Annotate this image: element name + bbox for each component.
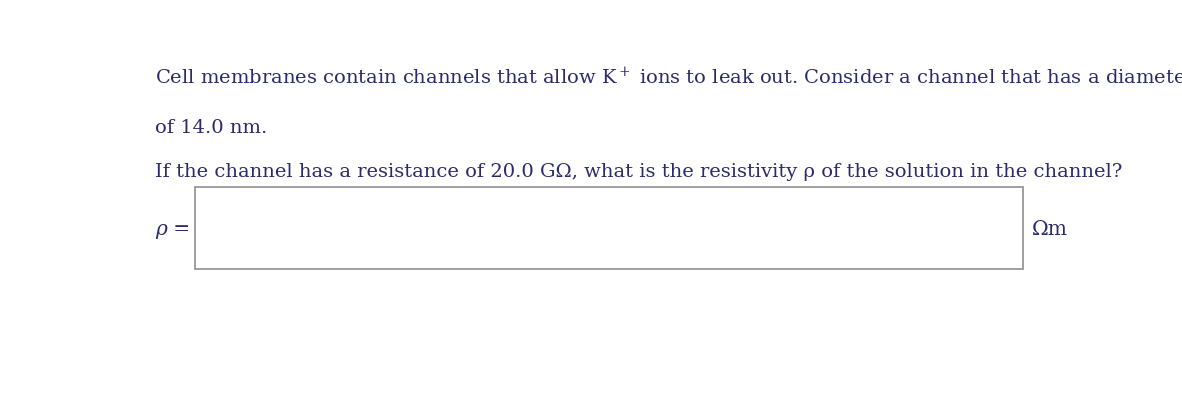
Text: of 14.0 nm.: of 14.0 nm. [155, 118, 267, 136]
Text: Cell membranes contain channels that allow $\mathregular{K^+}$ ions to leak out.: Cell membranes contain channels that all… [155, 65, 1182, 90]
Text: Ωm: Ωm [1032, 219, 1067, 238]
FancyBboxPatch shape [195, 188, 1022, 270]
Text: If the channel has a resistance of 20.0 GΩ, what is the resistivity ρ of the sol: If the channel has a resistance of 20.0 … [155, 162, 1123, 180]
Text: ρ =: ρ = [155, 219, 190, 238]
